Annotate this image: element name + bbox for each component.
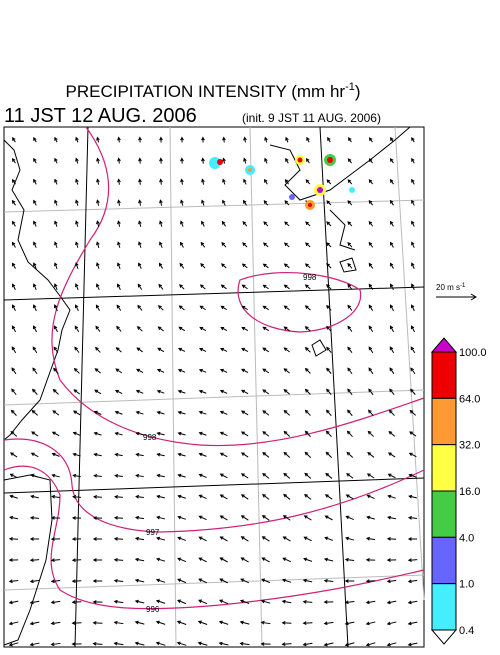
colorbar-label: 1.0 — [459, 579, 474, 591]
valid-time: 11 JST 12 AUG. 2006 — [4, 105, 197, 127]
colorbar-cap — [432, 338, 456, 352]
isobar-label: 998 — [143, 433, 157, 442]
vector-scale-sup: -1 — [460, 283, 466, 289]
colorbar-segment — [432, 491, 456, 537]
title: PRECIPITATION INTENSITY (mm hr-1) — [65, 81, 360, 101]
vector-scale-arrow — [436, 294, 476, 300]
vector-scale-label: 20 m s-1 — [436, 283, 466, 292]
colorbar-label: 0.4 — [459, 625, 474, 637]
map-area: 998 998 997 996 — [4, 127, 424, 647]
colorbar-label: 64.0 — [459, 393, 480, 405]
init-time: (init. 9 JST 11 AUG. 2006) — [242, 111, 381, 125]
colorbar-label: 32.0 — [459, 440, 480, 452]
colorbar-cap — [432, 630, 456, 644]
isobar-label: 997 — [146, 528, 160, 537]
colorbar-label: 100.0 — [459, 347, 487, 359]
precip-cell — [217, 159, 223, 165]
title-sup: -1 — [345, 81, 355, 93]
colorbar-segment — [432, 537, 456, 583]
title-close: ) — [355, 82, 361, 101]
colorbar-label: 16.0 — [459, 486, 480, 498]
colorbar-segment — [432, 445, 456, 491]
colorbar-label: 4.0 — [459, 532, 474, 544]
precip-cell — [248, 168, 252, 172]
precip-cell — [327, 157, 333, 163]
map-frame — [4, 127, 424, 647]
precip-cell — [317, 187, 323, 193]
precip-cell — [349, 187, 355, 193]
colorbar-segment — [432, 584, 456, 630]
precip-cell — [289, 194, 295, 200]
colorbar: 100.0 64.0 32.0 16.0 4.0 1.0 0.4 — [432, 338, 487, 644]
colorbar-segment — [432, 352, 456, 398]
colorbar-segment — [432, 398, 456, 444]
precip-cell — [298, 158, 303, 163]
precip-cell — [308, 203, 312, 207]
title-main: PRECIPITATION INTENSITY (mm hr — [65, 82, 345, 101]
isobar-label: 998 — [303, 273, 317, 282]
isobar-label: 996 — [146, 605, 160, 614]
vector-scale-text: 20 m s — [436, 283, 460, 292]
